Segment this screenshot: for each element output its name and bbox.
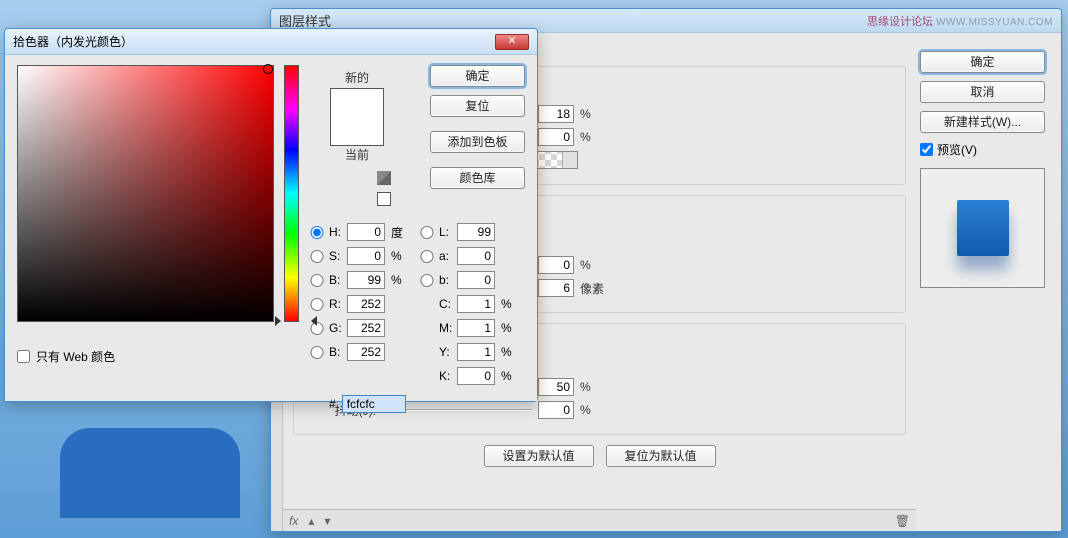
new-style-button[interactable]: 新建样式(W)...	[920, 111, 1045, 133]
hex-input[interactable]	[342, 395, 406, 413]
radio-bb[interactable]	[419, 274, 435, 287]
hex-label: #	[329, 397, 336, 411]
color-field[interactable]	[17, 65, 274, 322]
radio-r[interactable]	[309, 298, 325, 311]
opacity-input[interactable]	[538, 105, 574, 123]
h-input[interactable]	[347, 223, 385, 241]
preview-box	[920, 168, 1045, 288]
g-input[interactable]	[347, 319, 385, 337]
c-input[interactable]	[457, 295, 495, 313]
arrow-up-icon[interactable]: ▴	[308, 514, 314, 528]
radio-s[interactable]	[309, 250, 325, 263]
new-color-label: 新的	[330, 69, 384, 86]
color-field-cursor	[263, 64, 273, 74]
preview-thumbnail	[957, 200, 1009, 256]
gamut-warning-icon[interactable]	[377, 171, 391, 185]
l-input[interactable]	[457, 223, 495, 241]
radio-h[interactable]	[309, 226, 325, 239]
bv-input[interactable]	[347, 271, 385, 289]
hue-slider-thumb	[279, 318, 313, 324]
jitter-input[interactable]	[538, 401, 574, 419]
noise-input[interactable]	[538, 128, 574, 146]
reset-default-button[interactable]: 复位为默认值	[606, 445, 716, 467]
arrow-down-icon[interactable]: ▾	[324, 514, 330, 528]
b-input[interactable]	[457, 271, 495, 289]
fx-footer: fx ▴ ▾ 🗑	[283, 509, 916, 531]
s-input[interactable]	[347, 247, 385, 265]
new-old-color-swatch[interactable]	[330, 88, 384, 146]
hue-slider[interactable]	[284, 65, 299, 322]
a-input[interactable]	[457, 247, 495, 265]
cancel-button[interactable]: 取消	[920, 81, 1045, 103]
r-input[interactable]	[347, 295, 385, 313]
ok-button[interactable]: 确定	[920, 51, 1045, 73]
current-color-label: 当前	[330, 146, 384, 163]
picker-reset-button[interactable]: 复位	[430, 95, 525, 117]
color-picker-title: 拾色器（内发光颜色）	[13, 33, 133, 50]
make-default-button[interactable]: 设置为默认值	[484, 445, 594, 467]
m-input[interactable]	[457, 319, 495, 337]
radio-a[interactable]	[419, 250, 435, 263]
bc-input[interactable]	[347, 343, 385, 361]
choke-input[interactable]	[538, 256, 574, 274]
color-picker-window: 拾色器（内发光颜色） ✕ 只有 Web 颜色 新的 当前	[4, 28, 538, 402]
color-picker-titlebar[interactable]: 拾色器（内发光颜色） ✕	[5, 29, 537, 55]
k-input[interactable]	[457, 367, 495, 385]
trash-icon[interactable]: 🗑	[895, 514, 910, 528]
size-input[interactable]	[538, 279, 574, 297]
close-button[interactable]: ✕	[495, 34, 529, 50]
desktop-artwork	[60, 428, 240, 518]
websafe-swatch[interactable]	[377, 192, 391, 206]
watermark: 思缘设计论坛 WWW.MISSYUAN.COM	[867, 13, 1053, 29]
y-input[interactable]	[457, 343, 495, 361]
color-libraries-button[interactable]: 颜色库	[430, 167, 525, 189]
web-colors-checkbox[interactable]: 只有 Web 颜色	[17, 348, 274, 365]
range-input[interactable]	[538, 378, 574, 396]
radio-bc[interactable]	[309, 346, 325, 359]
picker-ok-button[interactable]: 确定	[430, 65, 525, 87]
add-to-swatches-button[interactable]: 添加到色板	[430, 131, 525, 153]
radio-b[interactable]	[309, 274, 325, 287]
fx-label[interactable]: fx	[289, 514, 298, 528]
radio-l[interactable]	[419, 226, 435, 239]
preview-checkbox[interactable]: 预览(V)	[920, 141, 1049, 158]
